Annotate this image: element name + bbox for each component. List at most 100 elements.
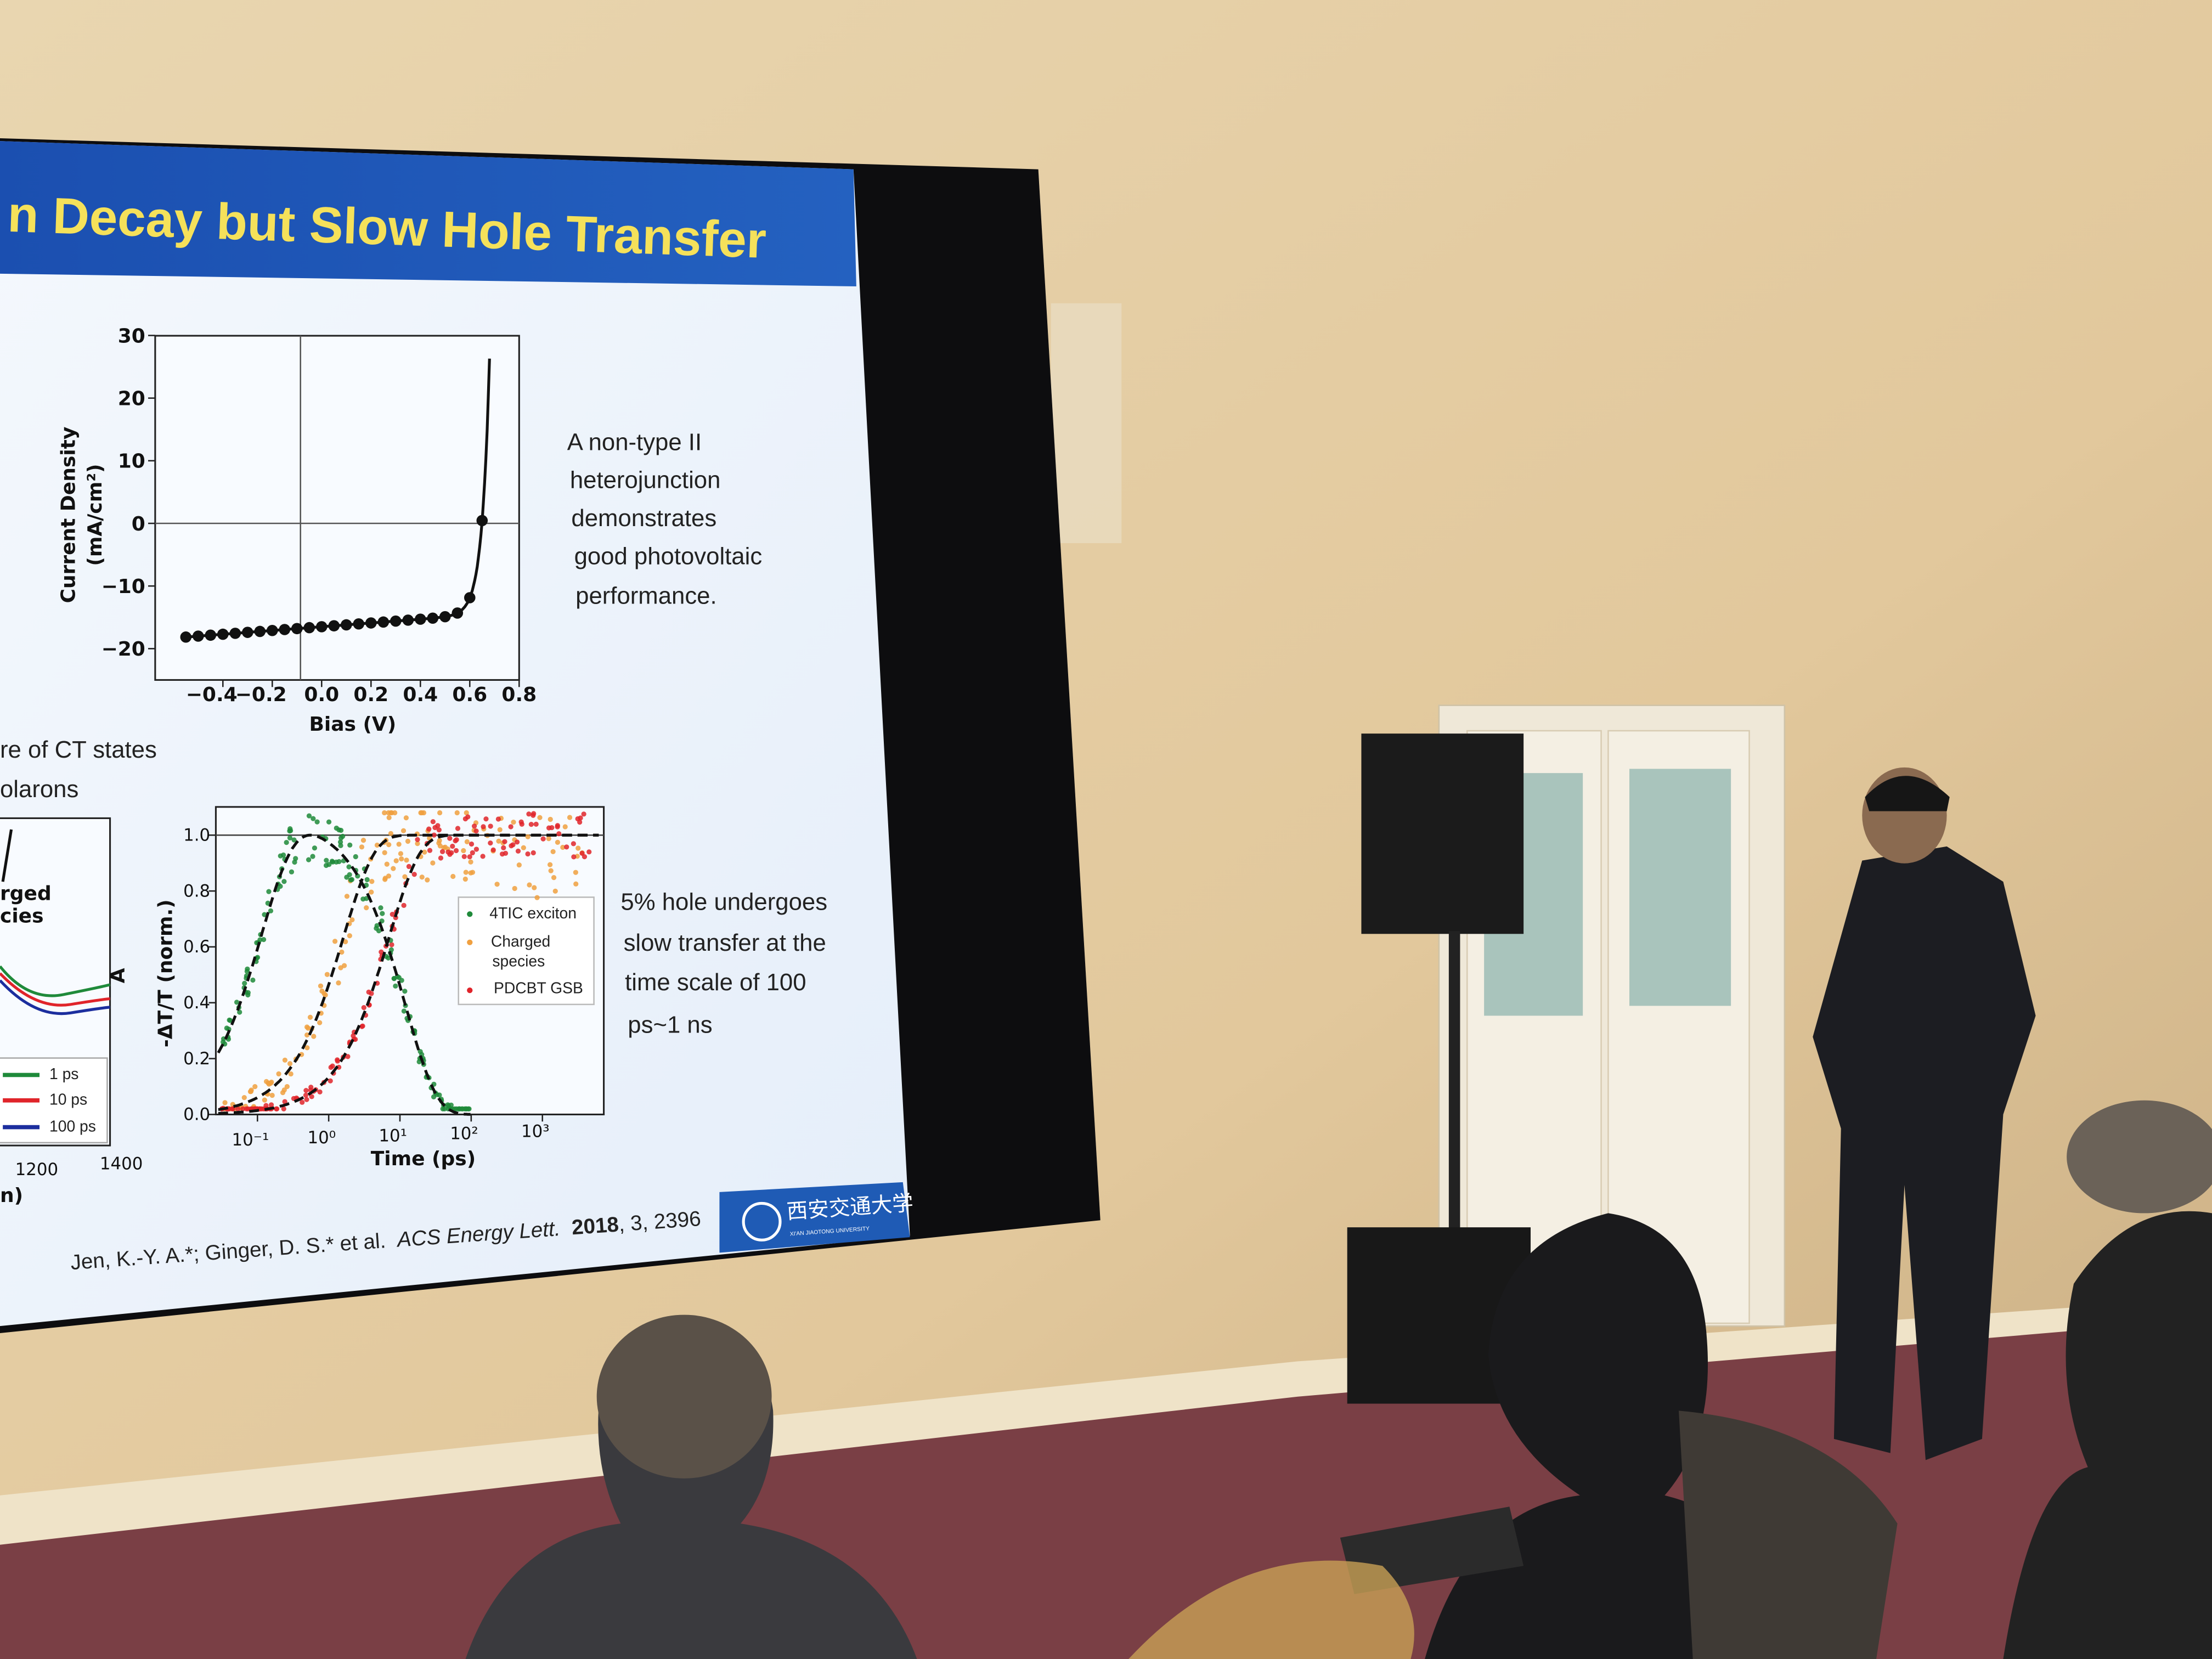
y-tick-label: 1.0 xyxy=(183,826,210,845)
ta-point xyxy=(399,856,404,862)
ta-point xyxy=(311,816,316,821)
ta-point xyxy=(245,990,251,996)
chair xyxy=(1128,1560,1414,1659)
ta-point xyxy=(406,864,412,870)
ta-point xyxy=(462,816,468,822)
ta-point xyxy=(393,983,398,989)
ta-point xyxy=(252,1084,258,1090)
ta-point xyxy=(463,870,469,875)
ta-point xyxy=(512,885,517,891)
annotation: cies xyxy=(0,905,44,928)
ta-point xyxy=(459,1106,465,1111)
x-axis-label: Bias (V) xyxy=(309,713,396,736)
ta-point xyxy=(304,1045,310,1051)
logo-emblem xyxy=(742,1201,782,1242)
x-tick-label: 0.6 xyxy=(452,684,487,706)
ta-point xyxy=(439,849,445,854)
ta-point xyxy=(421,810,427,816)
ta-point xyxy=(540,836,546,842)
ta-point xyxy=(502,839,507,844)
ta-point xyxy=(343,939,348,945)
ta-point xyxy=(261,936,267,943)
fragment-text: re of CT states xyxy=(0,736,157,763)
ta-point xyxy=(268,908,274,913)
ta-point xyxy=(450,843,455,849)
jv-point xyxy=(328,620,340,631)
ta-point xyxy=(526,811,532,817)
ta-point xyxy=(425,877,430,883)
ta-point xyxy=(353,854,358,860)
ta-point xyxy=(281,879,287,884)
ta-point xyxy=(431,832,437,838)
x-tick-label: −0.2 xyxy=(235,684,287,706)
y-tick-label: −20 xyxy=(101,638,145,661)
ta-point xyxy=(501,845,506,851)
ta-point xyxy=(400,828,407,833)
y-tick-label: 0.2 xyxy=(183,1049,210,1069)
presenter-hair xyxy=(1865,776,1950,811)
ta-point xyxy=(359,1024,365,1029)
ta-point xyxy=(340,833,346,839)
x-tick-label: 10² xyxy=(450,1124,478,1143)
ta-point xyxy=(274,1106,280,1111)
ta-point xyxy=(276,1071,281,1077)
ta-point xyxy=(441,845,447,850)
ta-point xyxy=(531,850,536,856)
ta-point xyxy=(282,1057,288,1063)
ta-point xyxy=(552,888,558,894)
ta-point xyxy=(369,889,374,895)
audience-member xyxy=(2003,1211,2212,1659)
ta-point xyxy=(321,991,327,996)
y-axis-unit: (mA/cm²) xyxy=(84,464,106,566)
ta-point xyxy=(488,823,493,829)
ta-point xyxy=(432,825,438,831)
ta-point xyxy=(334,825,339,831)
ta-point xyxy=(376,928,382,934)
ta-point xyxy=(324,972,330,977)
ta-point xyxy=(497,827,503,832)
ta-point xyxy=(323,862,329,868)
ta-point xyxy=(378,905,383,911)
ta-point xyxy=(361,1005,366,1011)
y-tick-label: −10 xyxy=(101,575,145,598)
x-tick-label: 0.0 xyxy=(304,684,339,706)
ta-point xyxy=(262,1097,267,1103)
ta-point xyxy=(403,815,409,821)
ta-point xyxy=(518,819,524,825)
ta-point xyxy=(467,854,472,860)
y-tick-label: 30 xyxy=(118,325,145,347)
ta-point xyxy=(338,843,343,849)
x-tick-label: 1400 xyxy=(100,1154,143,1174)
ta-point xyxy=(234,1000,240,1005)
ta-point xyxy=(508,824,514,830)
ta-point xyxy=(280,1090,286,1096)
caption-line: time scale of 100 xyxy=(625,969,806,996)
loudspeaker xyxy=(1361,733,1524,934)
ta-point xyxy=(386,955,391,961)
ta-point xyxy=(560,844,566,850)
ta-point xyxy=(324,857,329,863)
ta-point xyxy=(533,821,539,827)
ta-point xyxy=(452,1106,458,1111)
ta-point xyxy=(551,874,557,881)
jv-point xyxy=(217,628,229,640)
ta-point xyxy=(581,811,586,817)
ta-point xyxy=(227,1017,232,1023)
jv-point xyxy=(229,628,241,639)
ta-point xyxy=(303,1092,309,1098)
legend-label: 4TIC exciton xyxy=(489,904,577,922)
jv-point xyxy=(402,614,414,626)
audience-member xyxy=(465,1319,917,1659)
ta-point xyxy=(386,815,392,821)
fit-curve xyxy=(218,833,599,1115)
jv-point xyxy=(341,619,352,631)
ta-point xyxy=(282,1099,287,1104)
ta-point xyxy=(562,824,568,830)
y-tick-label: 0.4 xyxy=(183,993,210,1013)
jv-point xyxy=(303,622,315,634)
ta-point xyxy=(284,839,289,845)
ta-point xyxy=(396,842,402,847)
ta-point xyxy=(586,849,592,855)
caption-line: 5% hole undergoes xyxy=(620,889,827,916)
fragment-curve xyxy=(0,979,110,1015)
